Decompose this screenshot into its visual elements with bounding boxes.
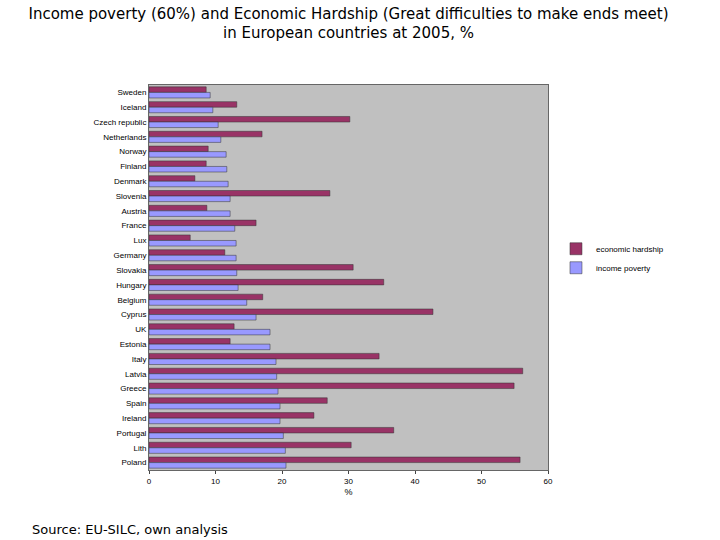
svg-text:income poverty: income poverty <box>596 264 650 273</box>
svg-text:30: 30 <box>344 477 353 486</box>
svg-text:Netherlands: Netherlands <box>103 133 146 142</box>
svg-text:Czech republic: Czech republic <box>93 118 146 127</box>
svg-text:Germany: Germany <box>113 251 146 260</box>
svg-text:economic hardship: economic hardship <box>596 245 664 254</box>
svg-text:Income poverty (60%) and Econo: Income poverty (60%) and Economic Hardsh… <box>28 5 668 43</box>
svg-text:Estonia: Estonia <box>120 340 147 349</box>
svg-text:Norway: Norway <box>119 147 146 156</box>
svg-text:Denmark: Denmark <box>114 177 147 186</box>
svg-text:Slovenia: Slovenia <box>116 192 147 201</box>
svg-text:Lith: Lith <box>133 444 146 453</box>
svg-text:Iceland: Iceland <box>121 103 147 112</box>
svg-text:Slovakia: Slovakia <box>116 266 147 275</box>
svg-text:Belgium: Belgium <box>117 296 146 305</box>
svg-text:Hungary: Hungary <box>116 281 146 290</box>
svg-text:Portugal: Portugal <box>117 429 147 438</box>
svg-text:Latvia: Latvia <box>125 370 147 379</box>
svg-text:Greece: Greece <box>120 384 147 393</box>
svg-text:20: 20 <box>278 477 287 486</box>
svg-text:Finland: Finland <box>120 162 146 171</box>
svg-text:Austria: Austria <box>121 207 146 216</box>
svg-text:Italy: Italy <box>132 355 147 364</box>
svg-text:Spain: Spain <box>126 399 146 408</box>
svg-text:Sweden: Sweden <box>117 88 146 97</box>
svg-text:10: 10 <box>211 477 220 486</box>
svg-text:Cyprus: Cyprus <box>121 310 146 319</box>
svg-text:0: 0 <box>147 477 152 486</box>
svg-text:France: France <box>121 221 146 230</box>
svg-text:50: 50 <box>477 477 486 486</box>
svg-text:Ireland: Ireland <box>122 414 146 423</box>
svg-text:60: 60 <box>544 477 553 486</box>
svg-text:Poland: Poland <box>121 458 146 467</box>
svg-text:40: 40 <box>411 477 420 486</box>
svg-text:%: % <box>344 487 352 497</box>
svg-text:Source: EU-SILC, own analysis: Source: EU-SILC, own analysis <box>32 522 228 537</box>
svg-text:Lux: Lux <box>133 236 146 245</box>
svg-text:UK: UK <box>135 325 147 334</box>
